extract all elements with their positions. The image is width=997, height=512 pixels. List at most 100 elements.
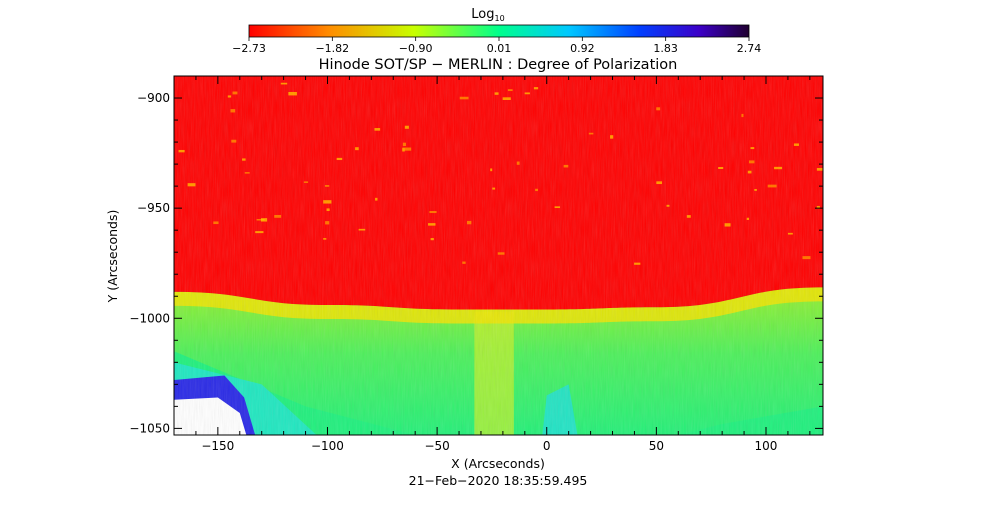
heatmap-speck xyxy=(466,220,472,225)
heatmap-speck xyxy=(375,197,378,201)
colorbar: Log10 −2.73 −1.82 −0.90 0.01 0.92 1.83 2.74 xyxy=(232,7,761,55)
heatmap-noise-texture xyxy=(174,76,823,435)
heatmap-speck xyxy=(429,211,437,214)
heatmap-speck xyxy=(656,181,663,185)
heatmap-speck xyxy=(231,139,237,143)
heatmap-speck xyxy=(666,204,670,207)
heatmap-specks xyxy=(178,82,823,265)
heatmap-speck xyxy=(326,208,330,212)
heatmap-speck xyxy=(656,107,661,111)
heatmap-speck xyxy=(724,223,731,227)
heatmap-speck xyxy=(502,97,511,100)
heatmap-speck xyxy=(497,252,505,255)
heatmap-speck xyxy=(324,185,330,187)
heatmap-speck xyxy=(507,89,513,92)
heatmap-speck xyxy=(774,166,783,170)
heatmap-speck xyxy=(793,143,799,146)
y-tick-label: −1050 xyxy=(129,421,170,435)
y-axis-label: Y (Arcseconds) xyxy=(105,210,120,304)
colorbar-tick-label: −1.82 xyxy=(315,42,349,55)
heatmap-speck xyxy=(535,188,538,192)
heatmap-speck xyxy=(428,223,436,226)
y-axis: −900 −950 −1000 −1050 xyxy=(129,75,823,435)
colorbar-gradient xyxy=(248,24,750,38)
heatmap-speck xyxy=(563,164,569,168)
heatmap-speck xyxy=(802,256,811,260)
heatmap-speck xyxy=(404,125,409,129)
heatmap-speck xyxy=(816,168,823,171)
x-axis-label: X (Arcseconds) xyxy=(451,456,545,471)
heatmap-speck xyxy=(634,262,641,265)
chart-title: Hinode SOT/SP − MERLIN : Degree of Polar… xyxy=(319,57,678,73)
heatmap-speck xyxy=(516,161,520,165)
heatmap-speck xyxy=(746,217,750,220)
heatmap-speck xyxy=(816,205,820,209)
heatmap-image xyxy=(174,76,823,435)
heatmap-speck xyxy=(588,132,594,135)
y-tick-label: −950 xyxy=(137,201,170,215)
colorbar-label: Log10 xyxy=(471,7,504,23)
colorbar-tick-label: 2.74 xyxy=(737,42,762,55)
heatmap-speck xyxy=(754,189,757,191)
colorbar-tick-label: 0.92 xyxy=(570,42,595,55)
heatmap-speck xyxy=(323,200,332,204)
heatmap-speck xyxy=(232,91,238,95)
heatmap-speck xyxy=(747,170,752,174)
x-tick-label: −100 xyxy=(311,439,344,453)
heatmap-speck xyxy=(402,147,412,151)
x-tick-label: 100 xyxy=(755,439,778,453)
heatmap-speck xyxy=(494,92,499,95)
heatmap-speck xyxy=(554,206,561,209)
heatmap-speck xyxy=(288,91,297,96)
heatmap-speck xyxy=(462,261,466,264)
heatmap-speck xyxy=(492,187,496,190)
colorbar-tick-label: 1.83 xyxy=(653,42,678,55)
plot-frame xyxy=(173,75,824,436)
colorbar-tick-label: 0.01 xyxy=(487,42,512,55)
heatmap-speck xyxy=(187,183,196,187)
y-tick-label: −1000 xyxy=(129,311,170,325)
heatmap-speck xyxy=(256,218,265,221)
heatmap-speck xyxy=(524,92,530,95)
heatmap-speck xyxy=(325,221,330,225)
x-tick-label: −150 xyxy=(201,439,234,453)
timestamp: 21−Feb−2020 18:35:59.495 xyxy=(409,473,588,488)
heatmap-speck xyxy=(750,147,755,150)
heatmap-speck xyxy=(303,181,309,183)
heatmap-speck xyxy=(748,160,755,164)
colorbar-ticks: −2.73 −1.82 −0.90 0.01 0.92 1.83 2.74 xyxy=(232,37,761,55)
heatmap-speck xyxy=(490,168,493,172)
x-axis: −150 −100 −50 0 50 100 xyxy=(195,76,811,453)
heatmap-speck xyxy=(213,221,219,225)
x-tick-label: 50 xyxy=(649,439,664,453)
heatmap-speck xyxy=(227,95,232,98)
heatmap-speck xyxy=(374,128,381,131)
heatmap-speck xyxy=(718,166,724,170)
heatmap-speck xyxy=(230,109,236,113)
heatmap-speck xyxy=(323,238,327,240)
heatmap-speck xyxy=(260,218,268,222)
heatmap-speck xyxy=(178,149,185,153)
x-tick-label: −50 xyxy=(424,439,449,453)
colorbar-tick-label: −0.90 xyxy=(399,42,433,55)
heatmap-speck xyxy=(459,96,469,100)
heatmap-speck xyxy=(244,172,250,174)
heatmap-speck xyxy=(741,113,744,118)
heatmap-speck xyxy=(430,238,434,241)
heatmap-speck xyxy=(336,157,343,161)
heatmap-speck xyxy=(402,142,406,147)
heatmap-speck xyxy=(686,215,691,218)
heatmap-speck xyxy=(767,184,777,188)
heatmap-speck xyxy=(355,147,359,151)
heatmap-speck xyxy=(787,232,793,235)
heatmap-speck xyxy=(274,214,282,218)
heatmap-speck xyxy=(533,87,539,90)
colorbar-tick-label: −2.73 xyxy=(232,42,266,55)
y-tick-label: −900 xyxy=(137,91,170,105)
heatmap-speck xyxy=(255,231,264,234)
heatmap-speck xyxy=(280,82,288,85)
heatmap-speck xyxy=(242,158,246,161)
heatmap-speck xyxy=(358,228,366,231)
heatmap-speck xyxy=(610,135,614,139)
